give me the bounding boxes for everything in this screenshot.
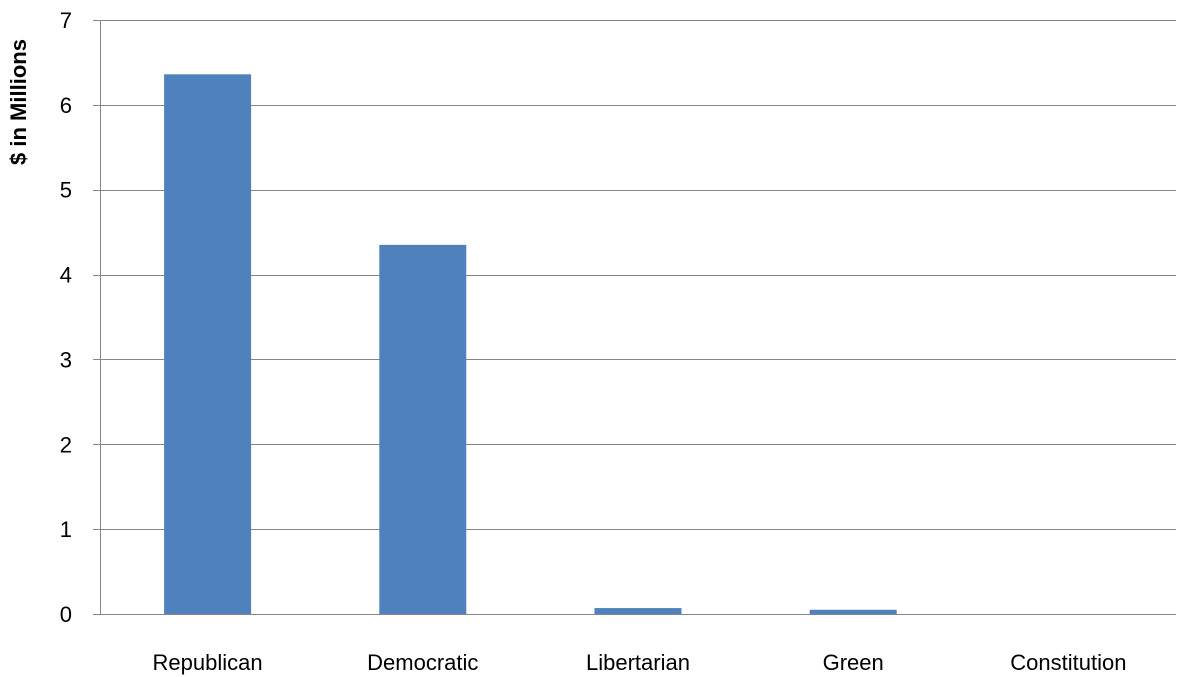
x-tick-label: Libertarian (586, 650, 690, 675)
x-tick-label: Constitution (1010, 650, 1126, 675)
bar-libertarian (594, 608, 682, 614)
y-tick-label: 5 (60, 178, 72, 203)
y-tick-label: 1 (60, 517, 72, 542)
x-tick-label: Republican (153, 650, 263, 675)
bar-democratic (379, 244, 467, 614)
y-tick-label: 4 (60, 263, 72, 288)
y-tick-label: 7 (60, 8, 72, 33)
x-tick-label: Democratic (367, 650, 478, 675)
bar-republican (164, 74, 252, 614)
x-tick-label: Green (823, 650, 884, 675)
gridlines (100, 20, 1176, 530)
y-tick-label: 3 (60, 347, 72, 372)
y-tick-label: 0 (60, 602, 72, 627)
axes (93, 20, 1176, 615)
x-axis-tick-labels: Republican Democratic Libertarian Green Cons… (153, 650, 1127, 675)
y-axis-title: $ in Millions (6, 39, 31, 165)
y-axis-tick-labels: 0 1 2 3 4 5 6 7 (60, 8, 72, 627)
y-tick-label: 2 (60, 432, 72, 457)
y-tick-label: 6 (60, 93, 72, 118)
bars (164, 74, 897, 614)
bar-green (809, 609, 897, 614)
